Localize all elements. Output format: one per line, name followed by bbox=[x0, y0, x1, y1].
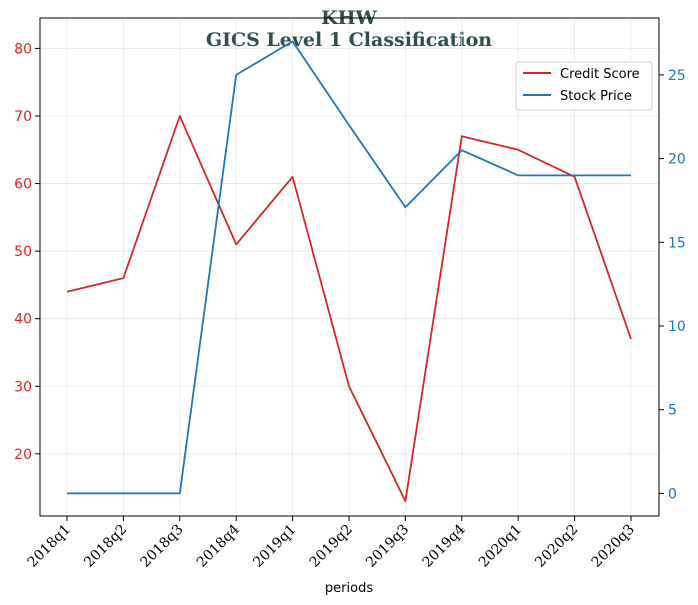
right-axis: 0 5 10 15 20 25 bbox=[659, 68, 686, 502]
right-tick-label: 0 bbox=[668, 486, 677, 502]
left-tick-label: 80 bbox=[14, 41, 32, 57]
left-tick-label: 40 bbox=[14, 312, 32, 328]
left-axis: 20 30 40 50 60 70 80 bbox=[14, 41, 40, 463]
legend: Credit Score Stock Price bbox=[515, 61, 653, 111]
left-tick-label: 70 bbox=[14, 109, 32, 125]
legend-label-credit-score: Credit Score bbox=[560, 67, 640, 82]
right-tick-label: 15 bbox=[668, 235, 686, 251]
left-tick-label: 30 bbox=[14, 379, 32, 395]
right-tick-label: 10 bbox=[668, 319, 686, 335]
x-axis: 2018q1 2018q2 2018q3 2018q4 2019q1 2019q2 2019… bbox=[25, 516, 638, 571]
x-tick-label: 2020q3 bbox=[589, 522, 638, 571]
x-tick-label: 2019q2 bbox=[307, 522, 356, 571]
x-tick-label: 2018q3 bbox=[137, 522, 186, 571]
x-tick-label: 2018q4 bbox=[194, 521, 243, 570]
x-tick-label: 2020q1 bbox=[476, 522, 525, 571]
right-tick-label: 20 bbox=[668, 152, 686, 168]
left-tick-label: 60 bbox=[14, 177, 32, 193]
x-tick-label: 2018q2 bbox=[81, 522, 130, 571]
series-line-stock-price bbox=[67, 40, 631, 495]
series-layer bbox=[66, 40, 632, 503]
x-tick-label: 2020q2 bbox=[532, 522, 581, 571]
x-tick-label: 2019q1 bbox=[250, 522, 299, 571]
x-axis-label: periods bbox=[325, 581, 373, 596]
x-tick-label: 2018q1 bbox=[25, 522, 74, 571]
x-tick-label: 2019q3 bbox=[363, 522, 412, 571]
left-tick-label: 20 bbox=[14, 447, 32, 463]
right-tick-label: 25 bbox=[668, 68, 686, 84]
legend-label-stock-price: Stock Price bbox=[560, 89, 632, 104]
right-tick-label: 5 bbox=[668, 403, 677, 419]
x-tick-label: 2019q4 bbox=[419, 521, 468, 570]
left-tick-label: 50 bbox=[14, 244, 32, 260]
series-line-credit-score bbox=[66, 115, 632, 503]
